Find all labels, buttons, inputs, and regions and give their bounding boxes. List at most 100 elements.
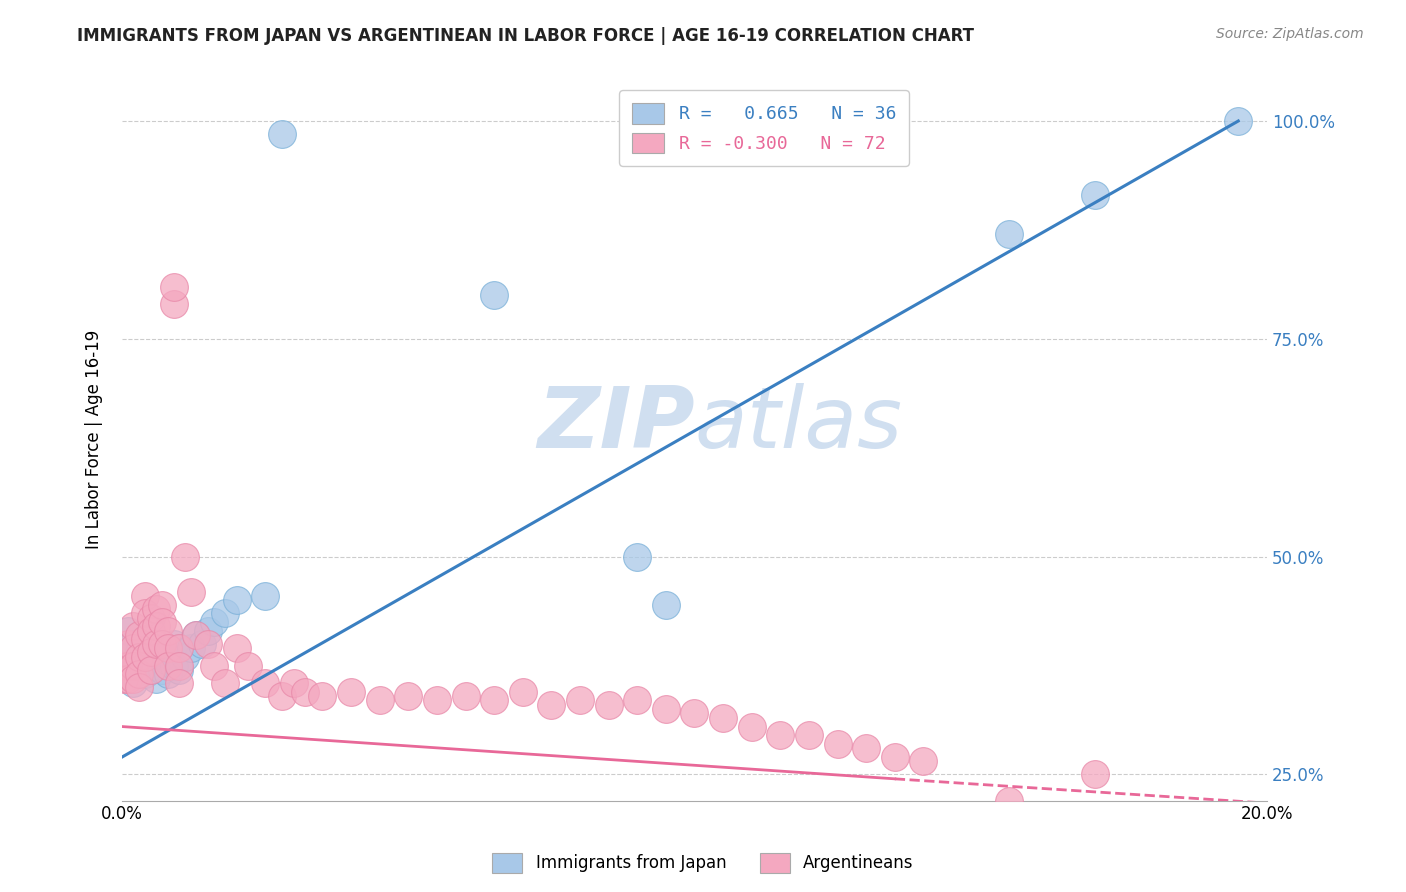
- Point: [855, 741, 877, 756]
- Point: [271, 127, 294, 141]
- Point: [122, 676, 145, 690]
- Point: [1084, 767, 1107, 781]
- Text: Source: ZipAtlas.com: Source: ZipAtlas.com: [1216, 27, 1364, 41]
- Point: [294, 684, 316, 698]
- Point: [254, 589, 277, 603]
- Point: [197, 637, 219, 651]
- Point: [162, 279, 184, 293]
- Point: [156, 667, 179, 681]
- Point: [1227, 114, 1250, 128]
- Point: [112, 672, 135, 686]
- Point: [122, 658, 145, 673]
- Point: [128, 658, 150, 673]
- Point: [454, 689, 477, 703]
- Point: [769, 728, 792, 742]
- Point: [741, 824, 763, 838]
- Point: [626, 549, 648, 564]
- Point: [741, 720, 763, 734]
- Y-axis label: In Labor Force | Age 16-19: In Labor Force | Age 16-19: [86, 329, 103, 549]
- Point: [540, 698, 562, 712]
- Point: [139, 663, 162, 677]
- Point: [162, 297, 184, 311]
- Point: [180, 584, 202, 599]
- Point: [169, 641, 191, 656]
- Point: [202, 615, 225, 629]
- Point: [150, 598, 173, 612]
- Point: [311, 689, 333, 703]
- Point: [156, 658, 179, 673]
- Point: [169, 663, 191, 677]
- Point: [236, 658, 259, 673]
- Legend: R =   0.665   N = 36, R = -0.300   N = 72: R = 0.665 N = 36, R = -0.300 N = 72: [619, 90, 908, 166]
- Point: [145, 672, 167, 686]
- Point: [117, 637, 139, 651]
- Point: [122, 641, 145, 656]
- Point: [254, 676, 277, 690]
- Point: [169, 641, 191, 656]
- Point: [150, 649, 173, 664]
- Point: [134, 654, 156, 668]
- Point: [150, 663, 173, 677]
- Point: [139, 624, 162, 638]
- Text: atlas: atlas: [695, 383, 903, 466]
- Point: [655, 598, 678, 612]
- Text: IMMIGRANTS FROM JAPAN VS ARGENTINEAN IN LABOR FORCE | AGE 16-19 CORRELATION CHAR: IMMIGRANTS FROM JAPAN VS ARGENTINEAN IN …: [77, 27, 974, 45]
- Point: [128, 649, 150, 664]
- Point: [128, 667, 150, 681]
- Point: [655, 702, 678, 716]
- Point: [626, 693, 648, 707]
- Point: [283, 676, 305, 690]
- Point: [225, 641, 247, 656]
- Point: [186, 628, 208, 642]
- Point: [128, 681, 150, 695]
- Point: [186, 628, 208, 642]
- Point: [162, 637, 184, 651]
- Point: [174, 649, 197, 664]
- Point: [117, 658, 139, 673]
- Point: [112, 658, 135, 673]
- Point: [214, 676, 236, 690]
- Point: [797, 728, 820, 742]
- Point: [156, 641, 179, 656]
- Point: [139, 663, 162, 677]
- Point: [145, 637, 167, 651]
- Point: [191, 637, 214, 651]
- Point: [512, 684, 534, 698]
- Point: [145, 602, 167, 616]
- Point: [112, 649, 135, 664]
- Point: [134, 649, 156, 664]
- Text: ZIP: ZIP: [537, 383, 695, 466]
- Legend: Immigrants from Japan, Argentineans: Immigrants from Japan, Argentineans: [485, 847, 921, 880]
- Point: [998, 227, 1021, 242]
- Point: [827, 737, 849, 751]
- Point: [134, 632, 156, 647]
- Point: [368, 693, 391, 707]
- Point: [156, 654, 179, 668]
- Point: [202, 658, 225, 673]
- Point: [214, 607, 236, 621]
- Point: [139, 610, 162, 624]
- Point: [174, 549, 197, 564]
- Point: [912, 755, 935, 769]
- Point: [340, 684, 363, 698]
- Point: [139, 649, 162, 664]
- Point: [145, 658, 167, 673]
- Point: [122, 619, 145, 633]
- Point: [426, 693, 449, 707]
- Point: [482, 693, 505, 707]
- Point: [998, 794, 1021, 808]
- Point: [271, 689, 294, 703]
- Point: [396, 689, 419, 703]
- Point: [122, 637, 145, 651]
- Point: [197, 624, 219, 638]
- Point: [1084, 188, 1107, 202]
- Point: [156, 624, 179, 638]
- Point: [134, 607, 156, 621]
- Point: [134, 589, 156, 603]
- Point: [683, 706, 706, 721]
- Point: [225, 593, 247, 607]
- Point: [117, 672, 139, 686]
- Point: [117, 624, 139, 638]
- Point: [145, 619, 167, 633]
- Point: [169, 658, 191, 673]
